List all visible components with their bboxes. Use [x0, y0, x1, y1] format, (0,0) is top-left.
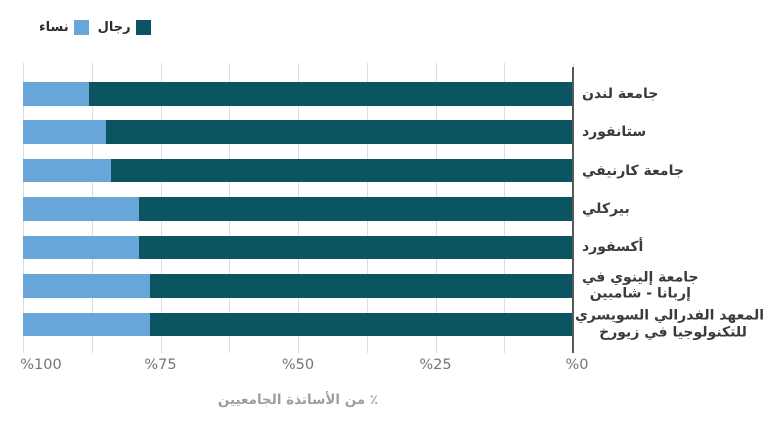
bar-segment-women[interactable]	[23, 197, 139, 221]
women-color-swatch-icon	[73, 20, 89, 35]
category-axis-line	[572, 67, 574, 353]
men-color-swatch-icon	[135, 20, 151, 35]
bar-segment-men[interactable]	[89, 82, 573, 106]
category-label: جامعة كارنيفي	[582, 162, 684, 179]
bar-segment-men[interactable]	[138, 197, 573, 221]
x-tick-label: %75	[144, 357, 177, 373]
bar-row	[23, 197, 573, 221]
category-label: ستانفورد	[582, 123, 647, 140]
bar-row	[23, 235, 573, 260]
category-label: جامعة إلينوي في إربانا - شامبين	[582, 269, 699, 302]
x-axis-title: ٪ من الأساتذة الجامعيين	[217, 392, 379, 408]
bar-segment-women[interactable]	[23, 274, 150, 298]
bar-segment-women[interactable]	[23, 312, 150, 337]
bar-row	[23, 312, 573, 337]
x-tick-label: %0	[565, 357, 589, 373]
bar-segment-men[interactable]	[149, 312, 573, 337]
bar-segment-men[interactable]	[138, 235, 573, 260]
bar-segment-men[interactable]	[105, 120, 573, 144]
legend: رجال نساء	[39, 20, 151, 35]
category-label: بيركلي	[582, 200, 630, 217]
legend-label-women: نساء	[39, 20, 69, 35]
bar-segment-women[interactable]	[23, 120, 106, 144]
bar-segment-women[interactable]	[23, 82, 89, 106]
bar-row	[23, 158, 573, 183]
bar-segment-men[interactable]	[149, 274, 573, 298]
x-tick-label: %50	[281, 357, 315, 373]
legend-label-men: رجال	[97, 20, 131, 35]
bar-segment-men[interactable]	[111, 158, 573, 183]
x-tick-label: %100	[20, 357, 62, 373]
category-label: جامعة لندن	[582, 85, 659, 102]
category-label: المعهد الفدرالي السويسري للتكنولوجيا في ز…	[574, 307, 764, 341]
bar-row	[23, 274, 573, 298]
bar-segment-women[interactable]	[23, 235, 139, 260]
legend-item-women[interactable]: نساء	[39, 20, 89, 35]
x-tick-label: %25	[419, 357, 452, 373]
bar-row	[23, 120, 573, 144]
legend-item-men[interactable]: رجال	[98, 20, 151, 35]
bar-row	[23, 82, 573, 106]
category-label: أكسفورد	[582, 239, 644, 256]
bar-segment-women[interactable]	[23, 158, 111, 183]
